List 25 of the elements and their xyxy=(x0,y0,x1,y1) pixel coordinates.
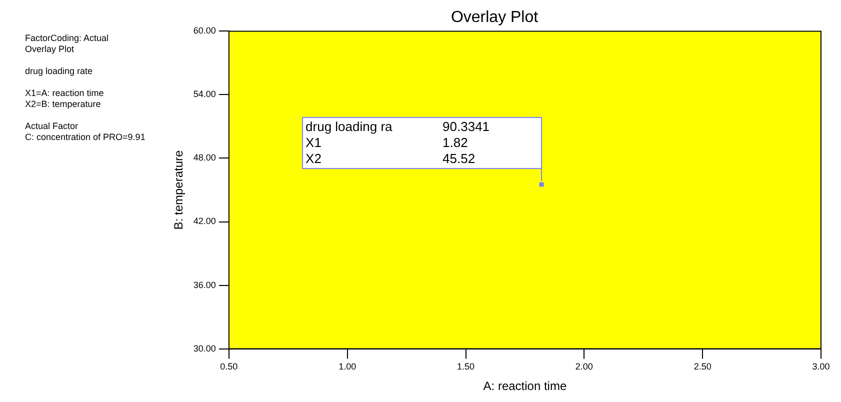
text: FactorCoding: Actual Overlay Plot xyxy=(25,33,110,55)
text: Actual Factor C: concentration of PRO=9.91 xyxy=(25,121,146,143)
annotation: 1.82 xyxy=(442,135,469,152)
text: X1=A: reaction time X2=B: temperature xyxy=(25,88,105,110)
y-axis-title: B: temperature xyxy=(172,150,186,230)
annotation: drug loading ra xyxy=(306,119,394,136)
x-tick-label: 1.50 xyxy=(456,362,475,372)
y-tick-label: 54.00 xyxy=(193,89,216,100)
y-tick-label: 42.00 xyxy=(193,216,216,226)
y-tick-label: 36.00 xyxy=(193,280,216,290)
y-tick-label: 60.00 xyxy=(193,26,216,36)
x-tick-label: 2.50 xyxy=(694,362,712,372)
chart-title: Overlay Plot xyxy=(450,9,539,26)
x-tick-label: 3.00 xyxy=(812,362,830,372)
annotation: X1 xyxy=(306,135,322,152)
annotation: 45.52 xyxy=(442,151,476,168)
text: drug loading rate xyxy=(25,66,94,77)
x-tick-label: 2.00 xyxy=(575,362,593,372)
annotation: 90.3341 xyxy=(442,119,491,136)
annotation: X2 xyxy=(306,151,322,168)
x-tick-label: 1.00 xyxy=(338,362,356,372)
x-axis-title: A: reaction time xyxy=(483,379,567,394)
x-tick-label: 0.50 xyxy=(220,362,238,372)
y-tick-label: 48.00 xyxy=(193,152,216,163)
y-tick-label: 30.00 xyxy=(193,343,216,354)
